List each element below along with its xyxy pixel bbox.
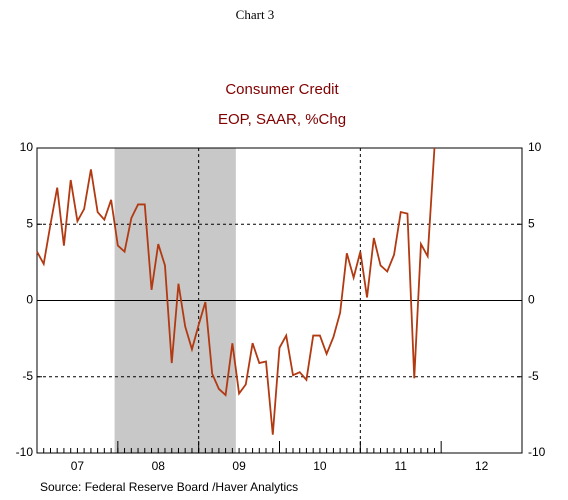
y-tick-label: -10 xyxy=(16,445,34,459)
y2-tick-label: -5 xyxy=(528,369,539,383)
y-tick-label: 5 xyxy=(26,216,33,230)
x-tick-label: 12 xyxy=(475,459,489,473)
x-tick-label: 09 xyxy=(232,459,246,473)
y2-tick-label: 5 xyxy=(528,216,535,230)
y-tick-label: 10 xyxy=(20,140,34,154)
y2-tick-label: -10 xyxy=(528,445,546,459)
source-note: Source: Federal Reserve Board /Haver Ana… xyxy=(40,480,298,494)
x-tick-label: 08 xyxy=(152,459,166,473)
data-line xyxy=(36,147,436,435)
chart-header: Chart 3 xyxy=(236,7,275,22)
x-tick-label: 11 xyxy=(395,459,408,473)
plot-frame xyxy=(36,147,523,454)
chart-subtitle: EOP, SAAR, %Chg xyxy=(218,111,346,128)
x-tick-label: 07 xyxy=(71,459,85,473)
y2-tick-label: 10 xyxy=(528,140,542,154)
chart-title: Consumer Credit xyxy=(225,81,339,98)
x-tick-label: 10 xyxy=(313,459,327,473)
y-tick-label: 0 xyxy=(26,293,33,307)
y-tick-label: -5 xyxy=(22,369,33,383)
y2-tick-label: 0 xyxy=(528,293,535,307)
